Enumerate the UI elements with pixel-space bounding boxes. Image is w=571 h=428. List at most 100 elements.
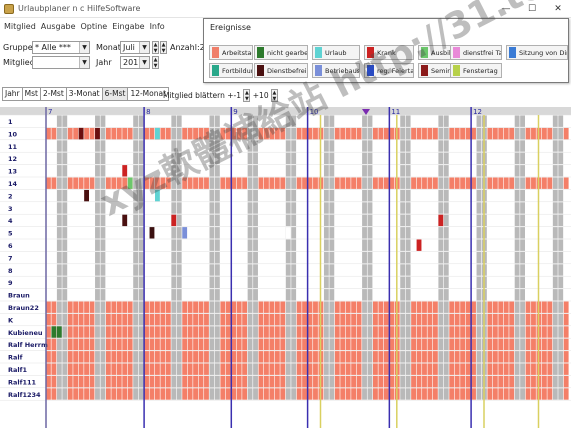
row-label: 12	[8, 155, 17, 163]
member-prev-button[interactable]: +-1	[227, 91, 241, 100]
day-cell	[46, 313, 51, 326]
color-swatch	[315, 47, 322, 58]
day-cell	[514, 363, 520, 375]
day-cell	[220, 363, 226, 375]
day-cell	[389, 127, 395, 140]
tab-12-monat[interactable]: 12-Monat	[127, 87, 170, 101]
event-button[interactable]: Krank	[364, 45, 414, 60]
day-cell	[514, 276, 520, 289]
day-cell	[176, 326, 182, 338]
day-cell	[285, 338, 291, 351]
event-button[interactable]: Betriebausg	[312, 63, 360, 78]
chevron-down-icon[interactable]: ▼	[79, 42, 89, 53]
day-cell	[258, 375, 264, 388]
menu-info[interactable]: Info	[149, 21, 165, 31]
event-button[interactable]: Dienstbefreiung	[254, 63, 308, 78]
day-cell	[520, 214, 525, 227]
chevron-down-icon[interactable]: ▼	[79, 57, 89, 68]
member-next-button[interactable]: +10	[252, 91, 269, 100]
minimize-button[interactable]: —	[501, 4, 511, 14]
day-cell	[138, 127, 144, 140]
day-cell	[503, 351, 509, 363]
tab-monat[interactable]: Mst	[21, 87, 41, 101]
jahr-spin-button[interactable]: ▲ ▼	[152, 56, 159, 69]
day-cell	[514, 289, 520, 301]
day-cell	[280, 326, 286, 338]
day-cell	[127, 301, 133, 313]
gruppe-value: * Alle ***	[35, 43, 71, 52]
day-cell	[367, 301, 373, 313]
member-spin-button-2[interactable]: ▲ ▼	[270, 89, 278, 102]
day-cell	[231, 363, 237, 375]
day-cell	[100, 338, 106, 351]
day-cell	[514, 375, 520, 388]
day-cell	[127, 313, 133, 326]
tab-3-monat[interactable]: 3-Monat	[65, 87, 103, 101]
day-cell	[78, 313, 84, 326]
day-cell	[552, 388, 558, 400]
day-cell	[84, 375, 89, 388]
day-cell	[405, 214, 411, 227]
event-button[interactable]: Arbeitstag	[209, 45, 253, 60]
day-cell	[362, 326, 367, 338]
day-cell	[492, 313, 498, 326]
monat-value: Juli	[123, 43, 135, 52]
day-cell	[253, 276, 258, 289]
monat-select[interactable]: Juli ▼	[120, 41, 150, 54]
day-cell	[138, 338, 144, 351]
day-cell	[182, 351, 188, 363]
day-cell	[62, 313, 68, 326]
day-cell	[204, 313, 209, 326]
monat-spin-button[interactable]: ▲ ▼	[152, 41, 159, 54]
mitglied-select[interactable]: ▼	[32, 56, 90, 69]
menu-eingabe[interactable]: Eingabe	[112, 21, 145, 31]
event-button[interactable]: Urlaub	[312, 45, 360, 60]
row-label: 2	[8, 192, 13, 200]
monat-spin-button-2[interactable]: ▲ ▼	[160, 41, 167, 54]
menu-ausgabe[interactable]: Ausgabe	[40, 21, 76, 31]
day-cell	[476, 214, 482, 227]
day-cell	[62, 375, 68, 388]
day-cell	[432, 127, 438, 140]
menu-mitglied[interactable]: Mitglied	[4, 21, 36, 31]
tab-2-monat[interactable]: 2-Mst	[39, 87, 67, 101]
event-button[interactable]: dienstfrei Tage	[450, 45, 502, 60]
day-cell	[449, 363, 455, 375]
day-cell	[373, 326, 378, 338]
day-cell	[329, 289, 335, 301]
member-spin-button[interactable]: ▲ ▼	[243, 89, 251, 102]
day-cell	[122, 326, 128, 338]
day-cell	[313, 127, 318, 140]
day-cell	[56, 289, 62, 301]
chevron-down-icon[interactable]: ▼	[139, 57, 149, 68]
tab-6-monat[interactable]: 6-Mst	[101, 87, 129, 101]
planner-grid-svg[interactable]: 7 8 9 10 11 12 1 10 11 12 13 14 2 3 4 5 6 7 8 9 Braun Braun22…	[0, 107, 571, 428]
planner-grid[interactable]: 7 8 9 10 11 12 1 10 11 12 13 14 2 3 4 5 6 7 8 9 Braun Braun22…	[0, 107, 571, 428]
jahr-select[interactable]: 2017 ▼	[120, 56, 150, 69]
day-cell	[476, 264, 482, 276]
day-cell	[171, 375, 177, 388]
day-cell	[122, 313, 128, 326]
day-cell	[176, 152, 182, 165]
event-button[interactable]: Fenstertag	[450, 63, 502, 78]
tab-jahr[interactable]: Jahr	[2, 87, 23, 101]
event-label: nicht gearbeitet	[267, 48, 308, 57]
day-cell	[334, 388, 340, 400]
day-cell	[520, 363, 525, 375]
gruppe-select[interactable]: * Alle *** ▼	[32, 41, 90, 54]
maximize-button[interactable]: ☐	[527, 4, 537, 14]
day-cell	[400, 338, 406, 351]
event-button[interactable]: reg. Feiertag	[364, 63, 414, 78]
day-cell	[334, 301, 340, 313]
day-cell	[520, 351, 525, 363]
day-cell	[449, 338, 455, 351]
event-label: dienstfrei Tage	[463, 48, 502, 57]
event-button[interactable]: Sitzung von Dir	[506, 45, 568, 60]
event-button[interactable]: Fortbildung	[209, 63, 253, 78]
close-button[interactable]: ✕	[554, 4, 562, 14]
day-cell	[127, 388, 133, 400]
chevron-down-icon[interactable]: ▼	[139, 42, 149, 53]
event-button[interactable]: nicht gearbeitet	[254, 45, 308, 60]
day-cell	[558, 375, 564, 388]
menu-optionen[interactable]: Optine	[80, 21, 108, 31]
